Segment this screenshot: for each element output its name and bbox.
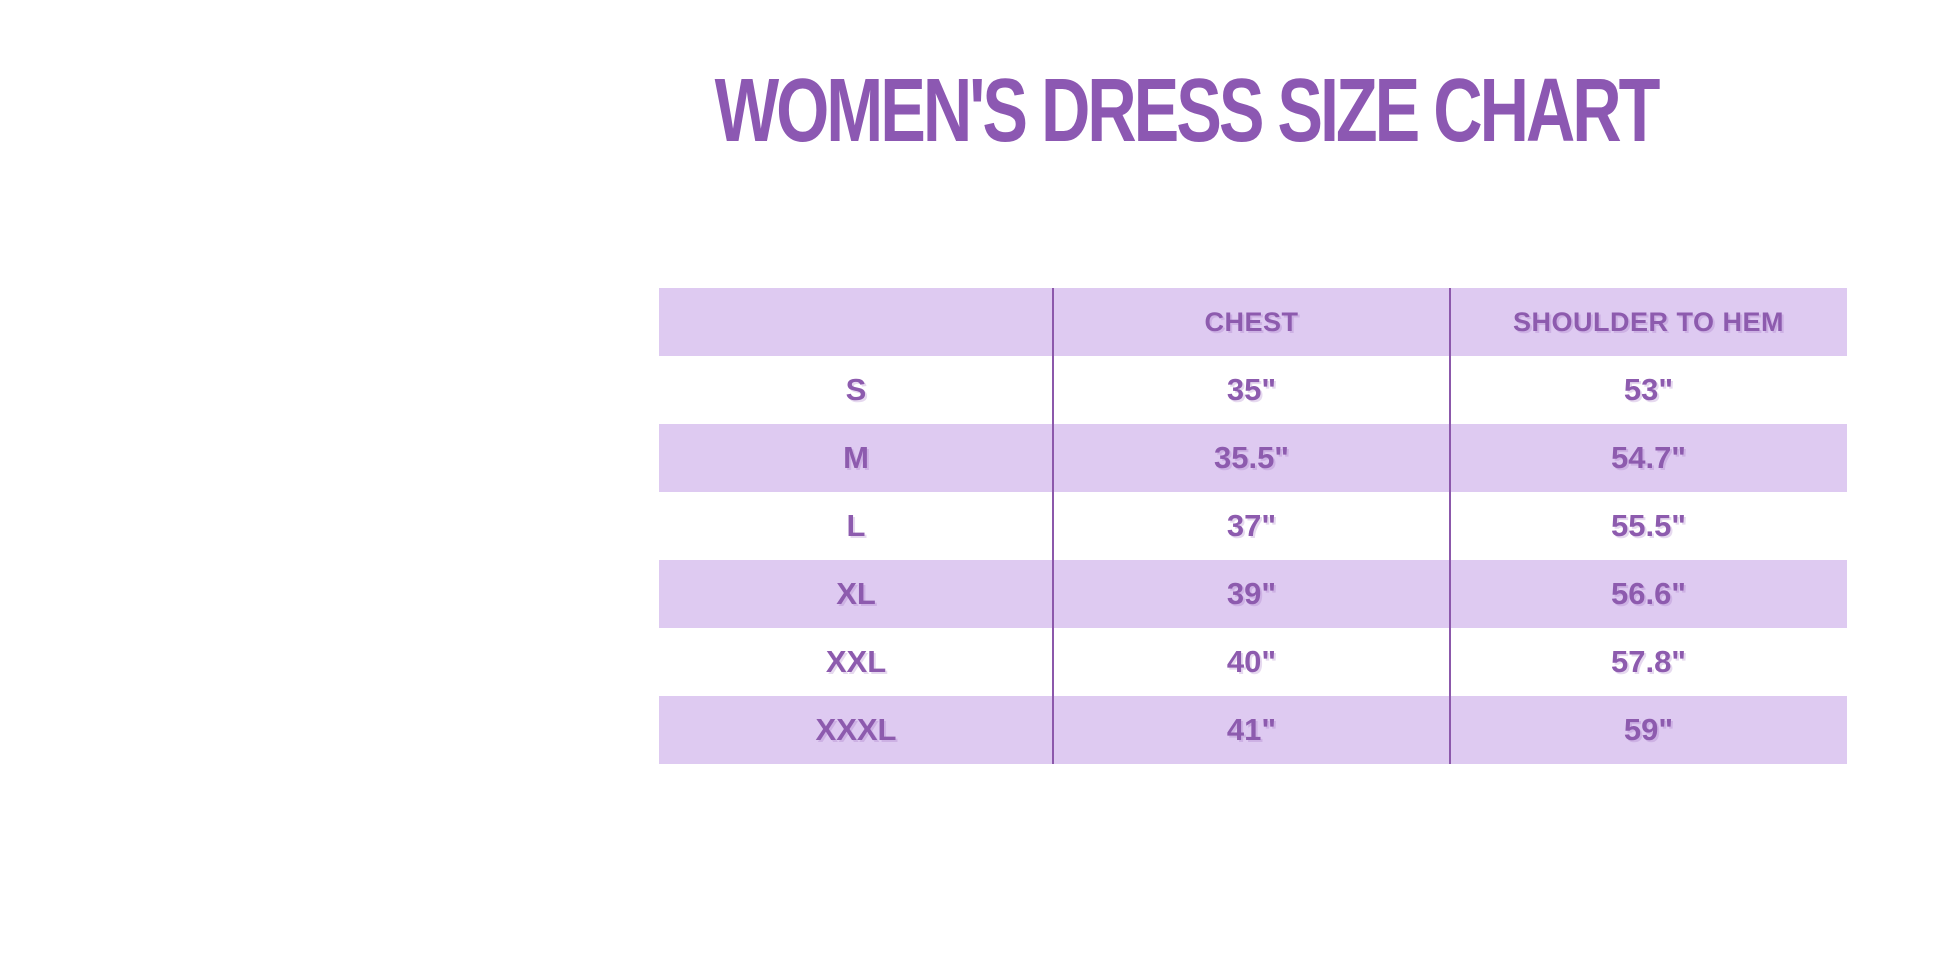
table-row-xxl: XXL 40" 57.8" xyxy=(659,628,1847,696)
shoulder-to-hem-cell: 59" xyxy=(1623,712,1674,747)
size-cell: L xyxy=(846,508,866,543)
size-cell: S xyxy=(845,372,867,407)
size-chart-table: CHEST SHOULDER TO HEM S 35" 53" M 35.5" … xyxy=(659,288,1847,764)
shoulder-to-hem-cell: 56.6" xyxy=(1610,576,1687,611)
chest-cell: 35" xyxy=(1226,372,1277,407)
column-header-shoulder-to-hem: SHOULDER TO HEM xyxy=(1512,306,1784,337)
shoulder-to-hem-cell: 54.7" xyxy=(1610,440,1687,475)
size-cell: XXXL xyxy=(815,712,897,747)
column-header-chest: CHEST xyxy=(1204,306,1299,337)
chest-cell: 40" xyxy=(1226,644,1277,679)
column-divider xyxy=(1449,288,1451,764)
column-divider xyxy=(1052,288,1054,764)
chest-cell: 35.5" xyxy=(1213,440,1290,475)
shoulder-to-hem-cell: 55.5" xyxy=(1610,508,1687,543)
chest-cell: 41" xyxy=(1226,712,1277,747)
size-cell: XXL xyxy=(825,644,887,679)
table-header-row: CHEST SHOULDER TO HEM xyxy=(659,288,1847,356)
page-title: WOMEN'S DRESS SIZE CHART xyxy=(714,61,1661,161)
size-cell: M xyxy=(843,440,869,475)
table-row-xxxl: XXXL 41" 59" xyxy=(659,696,1847,764)
chest-cell: 37" xyxy=(1226,508,1277,543)
table-row-xl: XL 39" 56.6" xyxy=(659,560,1847,628)
chest-cell: 39" xyxy=(1226,576,1277,611)
size-cell: XL xyxy=(836,576,876,611)
shoulder-to-hem-cell: 57.8" xyxy=(1610,644,1687,679)
table-row-l: L 37" 55.5" xyxy=(659,492,1847,560)
table-row-s: S 35" 53" xyxy=(659,356,1847,424)
table-row-m: M 35.5" 54.7" xyxy=(659,424,1847,492)
shoulder-to-hem-cell: 53" xyxy=(1623,372,1674,407)
